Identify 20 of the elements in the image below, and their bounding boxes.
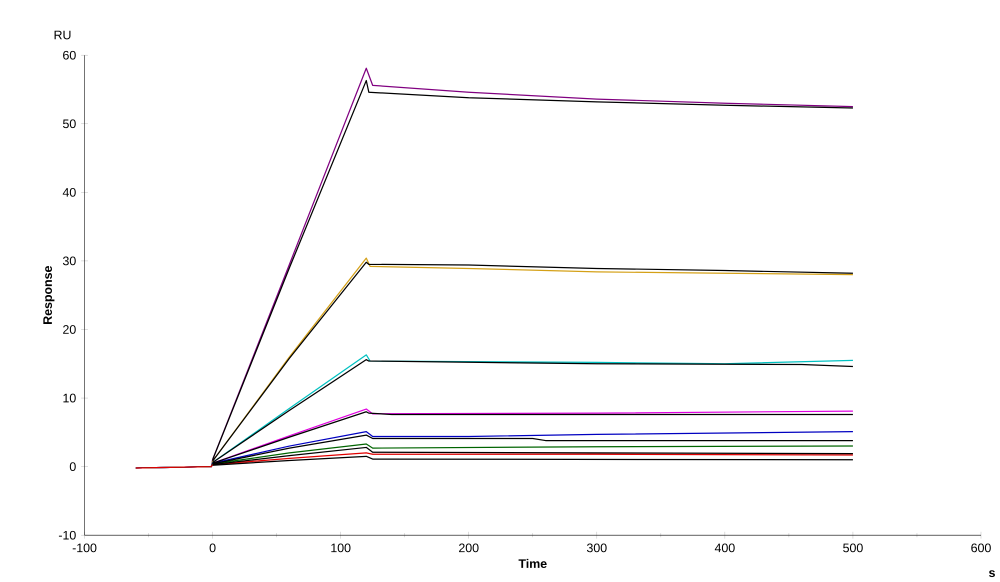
x-tick-label: 500 xyxy=(843,544,863,552)
text: s xyxy=(988,570,995,578)
y-tick-label: 10 xyxy=(63,394,76,403)
x-tick-label: 0 xyxy=(210,544,216,552)
x-axis-title: Time xyxy=(518,559,547,568)
y-tick-label: 40 xyxy=(62,188,76,197)
x-tick-label: 100 xyxy=(331,544,350,552)
y-tick-label: 60 xyxy=(63,50,76,60)
y-tick-label: 50 xyxy=(62,120,76,128)
text: RU xyxy=(54,30,70,40)
x-tick-label: 200 xyxy=(459,544,479,552)
x-tick-label: 400 xyxy=(714,544,735,552)
x-tick-label: 600 xyxy=(971,544,991,552)
y-tick-label: 20 xyxy=(63,325,76,334)
y-axis-title: Response xyxy=(43,266,54,324)
x-tick-label: 300 xyxy=(586,544,607,552)
y-tick-label: -10 xyxy=(58,530,76,540)
y-tick-label: 0 xyxy=(70,462,76,472)
x-tick-label: -100 xyxy=(72,544,96,552)
y-tick-label: 30 xyxy=(62,256,76,266)
